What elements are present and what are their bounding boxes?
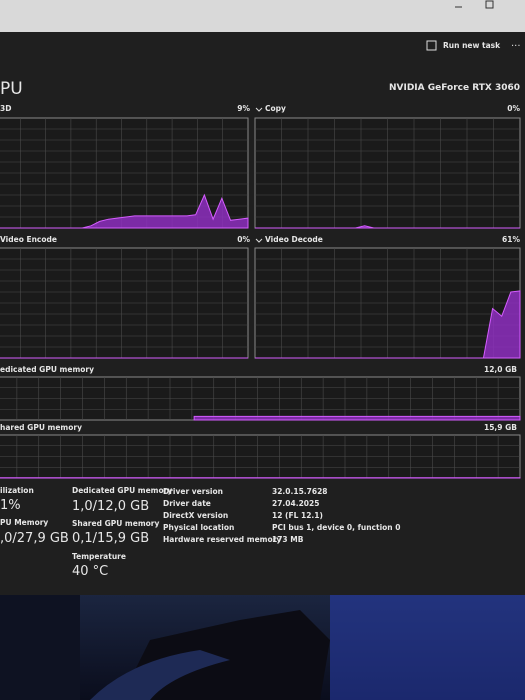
stat-label: Shared GPU memory <box>72 519 160 528</box>
graph-capacity: 15,9 GB <box>484 423 517 432</box>
detail-value: 173 MB <box>272 535 304 544</box>
graph-percent: 61% <box>502 235 520 244</box>
stat-label: Temperature <box>72 552 126 561</box>
graph-label: hared GPU memory <box>0 423 82 432</box>
chair-arm <box>90 650 230 700</box>
page-title: PU <box>0 79 23 99</box>
stat-value: 1% <box>0 498 21 513</box>
graph-percent: 9% <box>237 104 250 113</box>
stat-value: ,0/27,9 GB <box>0 531 69 546</box>
graph-label[interactable]: 3D <box>0 104 12 113</box>
graph-percent: 0% <box>507 104 520 113</box>
blue-light <box>330 595 525 700</box>
detail-value: PCI bus 1, device 0, function 0 <box>272 523 401 532</box>
usage-area <box>193 415 521 421</box>
stat-value: 40 °C <box>72 564 109 579</box>
graph-label[interactable]: Video Encode <box>0 235 57 244</box>
stat-value: 1,0/12,0 GB <box>72 499 150 514</box>
detail-value: 27.04.2025 <box>272 499 320 508</box>
chevron[interactable] <box>255 107 263 112</box>
detail-value: 32.0.15.7628 <box>272 487 328 496</box>
detail-label: DirectX version <box>163 511 229 520</box>
usage-area <box>0 193 249 229</box>
detail-label: Physical location <box>163 523 235 532</box>
run-new-task[interactable]: Run new task <box>443 41 501 50</box>
device-name: NVIDIA GeForce RTX 3060 <box>388 83 520 93</box>
usage-area <box>255 290 521 359</box>
maximize-icon[interactable] <box>485 0 494 9</box>
usage-area <box>255 225 520 229</box>
desk <box>0 595 80 700</box>
detail-label: Driver date <box>163 499 211 508</box>
detail-value: 12 (FL 12.1) <box>272 511 323 520</box>
graph-label[interactable]: Copy <box>265 104 286 113</box>
stat-label: Dedicated GPU memory <box>72 486 173 495</box>
graph-percent: 0% <box>237 235 250 244</box>
chevron[interactable] <box>255 238 263 243</box>
more-icon[interactable]: ··· <box>511 41 521 52</box>
stat-label: ilization <box>0 486 34 495</box>
run-task-icon[interactable] <box>426 40 437 51</box>
graph-capacity: 12,0 GB <box>484 365 517 374</box>
stat-value: 0,1/15,9 GB <box>72 531 150 546</box>
detail-label: Driver version <box>163 487 223 496</box>
detail-label: Hardware reserved memory <box>163 535 282 544</box>
graph-label[interactable]: Video Decode <box>265 235 323 244</box>
stat-label: PU Memory <box>0 518 49 527</box>
title-bar <box>0 0 525 32</box>
graph-label: edicated GPU memory <box>0 365 94 374</box>
